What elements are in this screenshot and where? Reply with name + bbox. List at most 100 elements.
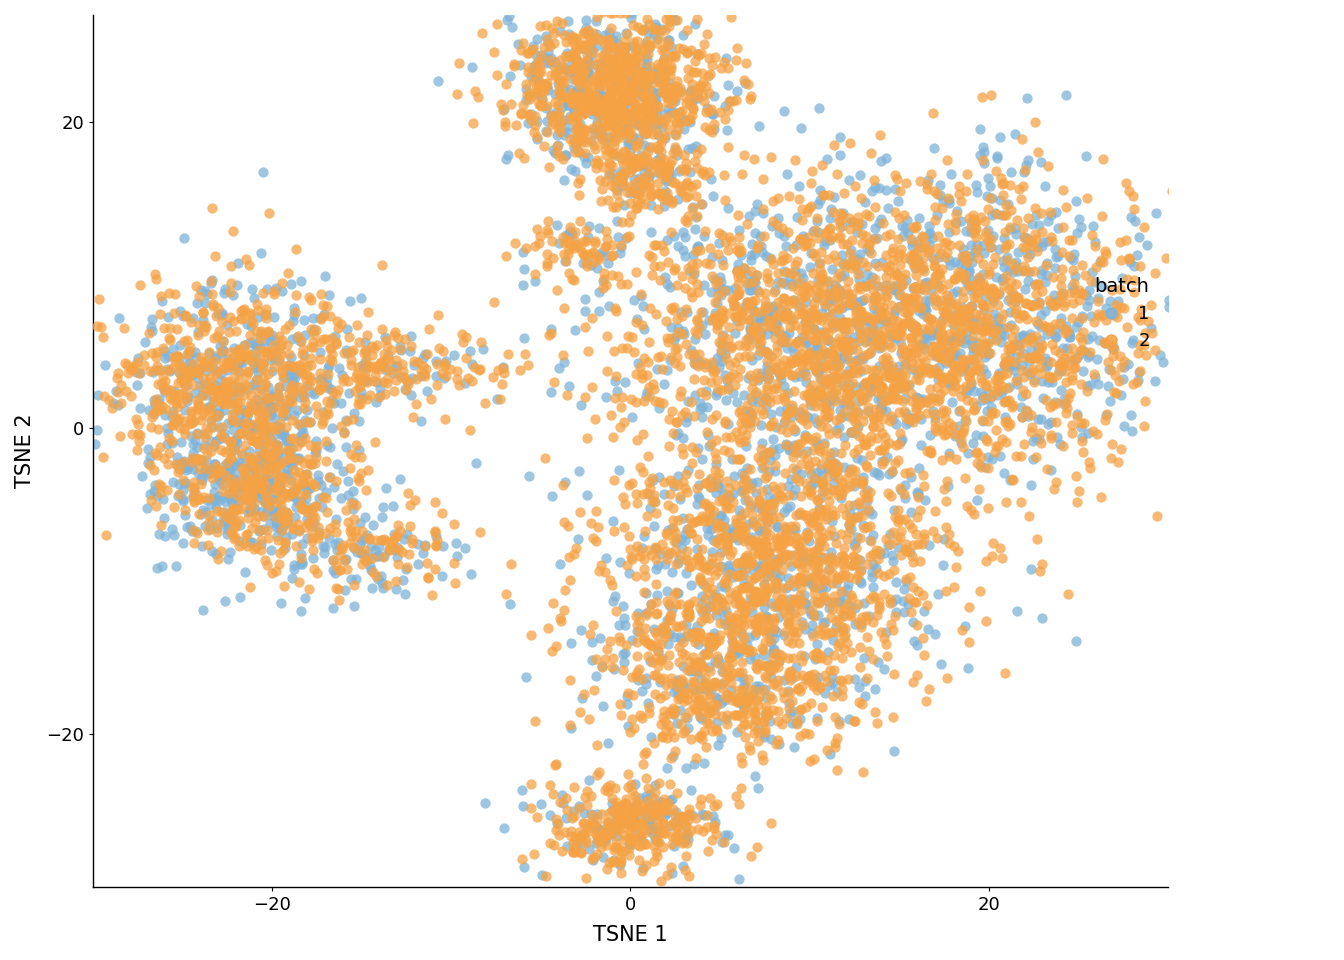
Point — [903, 299, 925, 314]
Point — [577, 819, 598, 834]
Point — [612, 103, 633, 118]
Point — [844, 463, 866, 478]
Point — [556, 234, 578, 250]
Point — [800, 484, 821, 499]
Point — [672, 810, 694, 826]
Point — [125, 411, 146, 426]
Point — [716, 542, 738, 558]
Point — [198, 514, 219, 529]
Point — [277, 444, 298, 459]
Point — [304, 445, 325, 461]
Point — [918, 172, 939, 187]
Point — [922, 106, 943, 121]
Point — [171, 434, 192, 449]
Point — [284, 462, 305, 477]
Point — [511, 782, 532, 798]
Point — [1066, 349, 1087, 365]
Point — [613, 178, 634, 193]
Point — [961, 219, 982, 234]
Point — [970, 385, 992, 400]
Point — [704, 674, 726, 689]
Point — [759, 657, 781, 672]
Point — [214, 468, 235, 483]
Point — [300, 501, 321, 516]
Point — [777, 225, 798, 240]
Point — [1055, 405, 1077, 420]
Point — [1004, 336, 1025, 351]
Point — [546, 811, 567, 827]
Point — [595, 238, 617, 253]
Point — [929, 329, 950, 345]
Point — [915, 292, 937, 307]
Point — [1050, 364, 1071, 379]
Point — [844, 536, 866, 551]
Point — [802, 388, 824, 403]
Point — [922, 327, 943, 343]
Point — [578, 30, 599, 45]
Point — [849, 278, 871, 294]
Point — [286, 452, 308, 468]
Point — [1079, 274, 1101, 289]
Point — [763, 321, 785, 336]
Point — [700, 521, 722, 537]
Point — [512, 852, 534, 867]
Point — [780, 599, 801, 614]
Point — [290, 433, 312, 448]
Point — [973, 414, 995, 429]
Point — [804, 249, 825, 264]
Point — [262, 422, 284, 438]
Point — [253, 448, 274, 464]
Point — [868, 420, 890, 435]
Point — [833, 429, 855, 444]
Point — [370, 381, 391, 396]
Point — [758, 490, 780, 505]
Point — [253, 383, 274, 398]
Point — [1121, 423, 1142, 439]
Point — [790, 120, 812, 135]
Point — [215, 392, 237, 407]
Point — [300, 339, 321, 354]
Point — [800, 603, 821, 618]
Point — [646, 36, 668, 51]
Point — [202, 543, 223, 559]
Point — [910, 553, 931, 568]
Point — [728, 643, 750, 659]
Point — [923, 274, 945, 289]
Point — [917, 275, 938, 290]
Point — [617, 108, 638, 123]
Point — [212, 396, 234, 411]
Point — [594, 105, 616, 120]
Point — [751, 513, 773, 528]
Point — [1090, 490, 1111, 505]
Point — [633, 633, 655, 648]
Point — [388, 541, 410, 557]
Point — [105, 383, 126, 398]
Point — [585, 235, 606, 251]
Point — [754, 611, 775, 626]
Point — [999, 393, 1020, 408]
Point — [919, 427, 941, 443]
Point — [263, 338, 285, 353]
Point — [790, 560, 812, 575]
Point — [620, 64, 641, 80]
Point — [723, 619, 745, 635]
Point — [775, 238, 797, 253]
Point — [746, 617, 767, 633]
Point — [1071, 434, 1093, 449]
Point — [499, 596, 520, 612]
Point — [763, 323, 785, 338]
Point — [743, 718, 765, 733]
Point — [786, 716, 808, 732]
Point — [531, 47, 552, 62]
Point — [89, 291, 110, 306]
Point — [821, 522, 843, 538]
Point — [1054, 392, 1075, 407]
Point — [676, 828, 698, 843]
Point — [695, 360, 716, 375]
Point — [298, 415, 320, 430]
Point — [839, 607, 860, 622]
Point — [590, 96, 612, 111]
Point — [685, 703, 707, 718]
Point — [1044, 395, 1066, 410]
Point — [707, 797, 728, 812]
